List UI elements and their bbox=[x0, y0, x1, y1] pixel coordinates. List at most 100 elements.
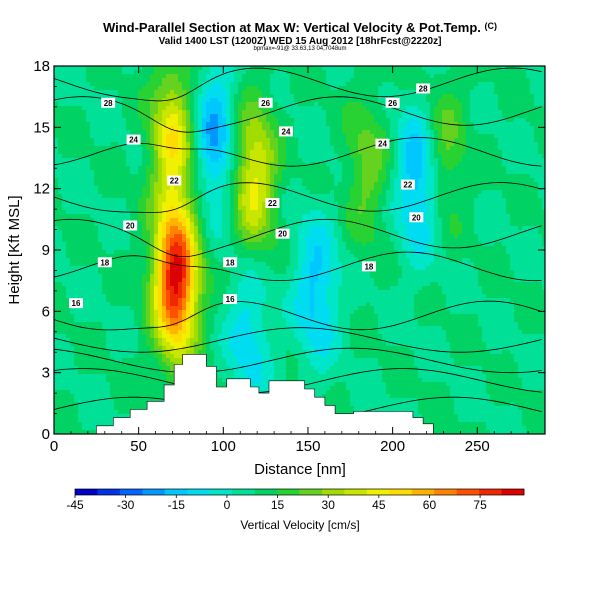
velocity-cell bbox=[238, 166, 243, 171]
velocity-cell bbox=[182, 174, 187, 179]
velocity-cell bbox=[434, 198, 439, 203]
velocity-cell bbox=[214, 134, 219, 139]
velocity-cell bbox=[346, 182, 351, 187]
velocity-cell bbox=[258, 206, 263, 211]
velocity-cell bbox=[474, 126, 479, 131]
velocity-cell bbox=[302, 154, 307, 159]
velocity-cell bbox=[222, 86, 227, 91]
velocity-cell bbox=[358, 94, 363, 99]
velocity-cell bbox=[362, 170, 367, 175]
velocity-cell bbox=[182, 82, 187, 87]
velocity-cell bbox=[394, 74, 399, 79]
velocity-cell bbox=[54, 118, 59, 123]
velocity-cell bbox=[58, 94, 63, 99]
velocity-cell bbox=[314, 182, 319, 187]
velocity-cell bbox=[362, 102, 367, 107]
velocity-cell bbox=[390, 174, 395, 179]
velocity-cell bbox=[262, 122, 267, 127]
velocity-cell bbox=[326, 174, 331, 179]
velocity-cell bbox=[406, 206, 411, 211]
velocity-cell bbox=[458, 90, 463, 95]
velocity-cell bbox=[114, 190, 119, 195]
velocity-cell bbox=[386, 86, 391, 91]
velocity-cell bbox=[134, 78, 139, 83]
velocity-cell bbox=[374, 70, 379, 75]
velocity-cell bbox=[542, 170, 545, 175]
velocity-cell bbox=[226, 190, 231, 195]
velocity-cell bbox=[490, 194, 495, 199]
velocity-cell bbox=[266, 130, 271, 135]
velocity-cell bbox=[378, 106, 383, 111]
velocity-cell bbox=[170, 94, 175, 99]
velocity-cell bbox=[406, 210, 411, 215]
velocity-cell bbox=[478, 178, 483, 183]
velocity-cell bbox=[490, 202, 495, 207]
velocity-cell bbox=[98, 182, 103, 187]
velocity-cell bbox=[306, 226, 311, 231]
velocity-cell bbox=[382, 134, 387, 139]
velocity-cell bbox=[534, 130, 539, 135]
velocity-cell bbox=[314, 226, 319, 231]
velocity-cell bbox=[90, 182, 95, 187]
velocity-cell bbox=[402, 122, 407, 127]
velocity-cell bbox=[62, 166, 67, 171]
velocity-cell bbox=[470, 198, 475, 203]
velocity-cell bbox=[82, 202, 87, 207]
velocity-cell bbox=[210, 218, 215, 223]
velocity-cell bbox=[138, 90, 143, 95]
velocity-cell bbox=[374, 194, 379, 199]
velocity-cell bbox=[162, 102, 167, 107]
velocity-cell bbox=[490, 142, 495, 147]
velocity-cell bbox=[362, 222, 367, 227]
velocity-cell bbox=[78, 142, 83, 147]
velocity-cell bbox=[142, 142, 147, 147]
velocity-cell bbox=[478, 74, 483, 79]
velocity-cell bbox=[106, 122, 111, 127]
velocity-cell bbox=[374, 170, 379, 175]
velocity-cell bbox=[478, 146, 483, 151]
velocity-cell bbox=[430, 202, 435, 207]
velocity-cell bbox=[186, 210, 191, 215]
velocity-cell bbox=[202, 66, 207, 71]
velocity-cell bbox=[362, 210, 367, 215]
velocity-cell bbox=[154, 126, 159, 131]
velocity-cell bbox=[326, 198, 331, 203]
velocity-cell bbox=[430, 178, 435, 183]
velocity-cell bbox=[514, 126, 519, 131]
velocity-cell bbox=[214, 158, 219, 163]
velocity-cell bbox=[386, 150, 391, 155]
velocity-cell bbox=[254, 86, 259, 91]
velocity-cell bbox=[86, 170, 91, 175]
velocity-cell bbox=[234, 74, 239, 79]
velocity-cell bbox=[458, 74, 463, 79]
velocity-cell bbox=[370, 114, 375, 119]
velocity-cell bbox=[358, 130, 363, 135]
velocity-cell bbox=[234, 78, 239, 83]
velocity-cell bbox=[242, 130, 247, 135]
velocity-cell bbox=[458, 118, 463, 123]
velocity-cell bbox=[130, 150, 135, 155]
velocity-cell bbox=[454, 190, 459, 195]
velocity-cell bbox=[282, 154, 287, 159]
velocity-cell bbox=[362, 118, 367, 123]
velocity-cell bbox=[350, 134, 355, 139]
velocity-cell bbox=[286, 110, 291, 115]
velocity-cell bbox=[518, 122, 523, 127]
velocity-cell bbox=[318, 166, 323, 171]
velocity-cell bbox=[502, 130, 507, 135]
velocity-cell bbox=[538, 166, 543, 171]
velocity-cell bbox=[134, 130, 139, 135]
velocity-cell bbox=[350, 166, 355, 171]
velocity-cell bbox=[458, 82, 463, 87]
velocity-cell bbox=[94, 214, 99, 219]
velocity-cell bbox=[466, 126, 471, 131]
velocity-cell bbox=[470, 182, 475, 187]
velocity-cell bbox=[414, 170, 419, 175]
velocity-cell bbox=[218, 186, 223, 191]
velocity-cell bbox=[474, 186, 479, 191]
velocity-cell bbox=[538, 70, 543, 75]
velocity-cell bbox=[134, 70, 139, 75]
velocity-cell bbox=[494, 186, 499, 191]
velocity-cell bbox=[270, 78, 275, 83]
velocity-cell bbox=[434, 142, 439, 147]
